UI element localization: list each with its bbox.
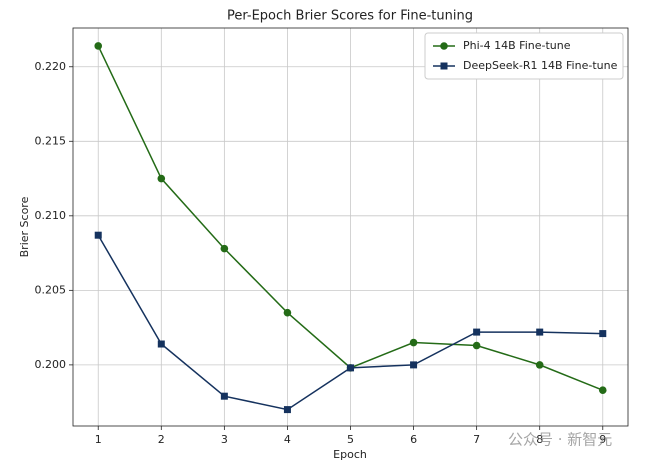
marker: [599, 330, 607, 338]
marker: [472, 341, 481, 350]
marker: [220, 392, 228, 400]
x-axis-label: Epoch: [333, 448, 367, 461]
y-tick-label: 0.200: [35, 358, 67, 371]
y-tick-label: 0.205: [35, 283, 67, 296]
y-tick-label: 0.220: [35, 60, 67, 73]
x-tick-label: 9: [599, 433, 606, 446]
marker: [535, 361, 544, 369]
x-tick-label: 6: [410, 433, 417, 446]
legend-label: DeepSeek-R1 14B Fine-tune: [463, 59, 618, 72]
marker: [94, 42, 103, 50]
x-tick-label: 5: [347, 433, 354, 446]
legend-label: Phi-4 14B Fine-tune: [463, 39, 571, 52]
y-axis-label: Brier Score: [18, 196, 31, 257]
legend-marker: [440, 42, 448, 50]
marker: [347, 364, 354, 372]
y-tick-label: 0.210: [35, 209, 67, 222]
marker: [409, 338, 418, 347]
marker: [157, 174, 166, 183]
marker: [598, 386, 607, 395]
x-tick-label: 8: [536, 433, 543, 446]
x-tick-label: 3: [221, 433, 228, 446]
marker: [473, 328, 481, 336]
marker: [410, 361, 418, 369]
x-tick-label: 4: [284, 433, 291, 446]
marker: [283, 406, 291, 414]
watermark: 公众号 · 新智元: [508, 431, 612, 449]
legend-box: [424, 32, 624, 80]
x-tick-label: 1: [95, 433, 102, 446]
legend: Phi-4 14B Fine-tune DeepSeek-R1 14B Fine-…: [424, 32, 624, 80]
x-tick-label: 2: [158, 433, 165, 446]
marker: [536, 328, 544, 336]
chart-title: Per-Epoch Brier Scores for Fine-tuning: [227, 9, 473, 24]
marker: [220, 244, 229, 253]
y-tick-label: 0.215: [35, 134, 67, 147]
plot-frame: [72, 27, 629, 427]
legend-marker: [440, 62, 448, 70]
marker: [283, 308, 292, 317]
marker: [94, 231, 102, 239]
x-tick-label: 7: [473, 433, 480, 446]
marker: [157, 340, 165, 348]
